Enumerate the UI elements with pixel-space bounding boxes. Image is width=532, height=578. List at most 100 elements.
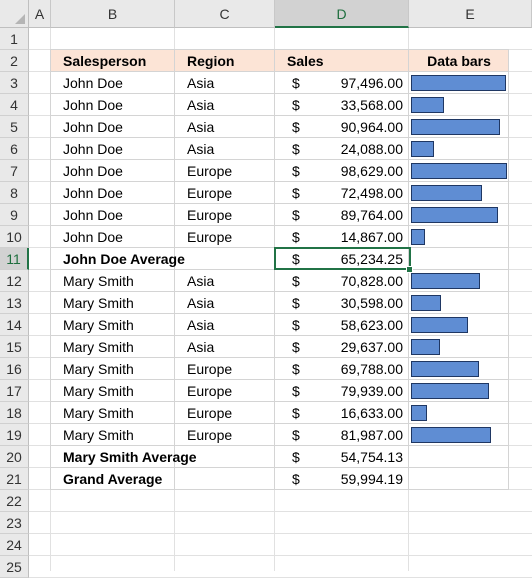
cell-salesperson[interactable]: Mary Smith Average bbox=[63, 449, 197, 465]
cell-salesperson[interactable]: John Doe bbox=[63, 141, 123, 157]
currency-symbol: $ bbox=[292, 75, 300, 91]
cell-sales[interactable]: 81,987.00 bbox=[340, 427, 403, 443]
cell-region[interactable]: Asia bbox=[187, 75, 215, 91]
cell-salesperson[interactable]: John Doe bbox=[63, 163, 123, 179]
currency-symbol: $ bbox=[292, 141, 300, 157]
column-header-a[interactable]: A bbox=[29, 0, 51, 28]
row-header-14[interactable]: 14 bbox=[0, 314, 29, 336]
cell-sales[interactable]: 65,234.25 bbox=[340, 251, 403, 267]
row-header-22[interactable]: 22 bbox=[0, 490, 29, 512]
row-header-5[interactable]: 5 bbox=[0, 116, 29, 138]
cell-region[interactable]: Europe bbox=[187, 361, 233, 377]
row-header-18[interactable]: 18 bbox=[0, 402, 29, 424]
cell-salesperson[interactable]: John Doe bbox=[63, 229, 123, 245]
cell-salesperson[interactable]: John Doe bbox=[63, 207, 123, 223]
cell-region[interactable]: Asia bbox=[187, 273, 215, 289]
cell-sales[interactable]: 33,568.00 bbox=[340, 97, 403, 113]
data-bar bbox=[411, 427, 491, 443]
row-header-15[interactable]: 15 bbox=[0, 336, 29, 358]
row-header-2[interactable]: 2 bbox=[0, 50, 29, 72]
table-border-horizontal bbox=[51, 115, 509, 116]
cell-salesperson[interactable]: Mary Smith bbox=[63, 405, 134, 421]
row-header-20[interactable]: 20 bbox=[0, 446, 29, 468]
cell-salesperson[interactable]: Mary Smith bbox=[63, 295, 134, 311]
select-all-corner[interactable] bbox=[0, 0, 29, 28]
cell-sales[interactable]: 89,764.00 bbox=[340, 207, 403, 223]
table-border-horizontal bbox=[51, 159, 509, 160]
cell-region[interactable]: Europe bbox=[187, 185, 233, 201]
cell-sales[interactable]: 59,994.19 bbox=[340, 471, 403, 487]
row-header-7[interactable]: 7 bbox=[0, 160, 29, 182]
cell-region[interactable]: Europe bbox=[187, 163, 233, 179]
fill-handle[interactable] bbox=[406, 266, 413, 273]
data-bar bbox=[411, 317, 468, 333]
cell-region[interactable]: Europe bbox=[187, 207, 233, 223]
cell-sales[interactable]: 14,867.00 bbox=[340, 229, 403, 245]
cell-region[interactable]: Asia bbox=[187, 141, 215, 157]
cell-sales[interactable]: 97,496.00 bbox=[340, 75, 403, 91]
cell-salesperson[interactable]: Mary Smith bbox=[63, 317, 134, 333]
cell-salesperson[interactable]: Grand Average bbox=[63, 471, 163, 487]
row-header-21[interactable]: 21 bbox=[0, 468, 29, 490]
cell-sales[interactable]: 98,629.00 bbox=[340, 163, 403, 179]
cell-region[interactable]: Asia bbox=[187, 295, 215, 311]
cell-salesperson[interactable]: John Doe bbox=[63, 97, 123, 113]
cell-sales[interactable]: 72,498.00 bbox=[340, 185, 403, 201]
cell-region[interactable]: Europe bbox=[187, 427, 233, 443]
column-header-e[interactable]: E bbox=[409, 0, 532, 28]
cell-sales[interactable]: 69,788.00 bbox=[340, 361, 403, 377]
row-header-24[interactable]: 24 bbox=[0, 534, 29, 556]
row-header-23[interactable]: 23 bbox=[0, 512, 29, 534]
row-header-25[interactable]: 25 bbox=[0, 556, 29, 578]
cell-region[interactable]: Europe bbox=[187, 405, 233, 421]
cell-sales[interactable]: 29,637.00 bbox=[340, 339, 403, 355]
data-bar bbox=[411, 141, 434, 157]
header-sales: Sales bbox=[287, 53, 324, 69]
cell-sales[interactable]: 54,754.13 bbox=[340, 449, 403, 465]
row-header-17[interactable]: 17 bbox=[0, 380, 29, 402]
row-header-6[interactable]: 6 bbox=[0, 138, 29, 160]
table-border-vertical bbox=[508, 49, 509, 490]
row-header-1[interactable]: 1 bbox=[0, 28, 29, 50]
cell-region[interactable]: Asia bbox=[187, 97, 215, 113]
row-header-19[interactable]: 19 bbox=[0, 424, 29, 446]
row-header-16[interactable]: 16 bbox=[0, 358, 29, 380]
row-header-8[interactable]: 8 bbox=[0, 182, 29, 204]
cell-salesperson[interactable]: John Doe bbox=[63, 119, 123, 135]
cell-region[interactable]: Europe bbox=[187, 383, 233, 399]
cell-salesperson[interactable]: John Doe Average bbox=[63, 251, 185, 267]
cell-salesperson[interactable]: Mary Smith bbox=[63, 383, 134, 399]
row-header-9[interactable]: 9 bbox=[0, 204, 29, 226]
cell-sales[interactable]: 70,828.00 bbox=[340, 273, 403, 289]
cell-sales[interactable]: 24,088.00 bbox=[340, 141, 403, 157]
row-header-12[interactable]: 12 bbox=[0, 270, 29, 292]
row-header-4[interactable]: 4 bbox=[0, 94, 29, 116]
cell-salesperson[interactable]: Mary Smith bbox=[63, 361, 134, 377]
cell-salesperson[interactable]: Mary Smith bbox=[63, 273, 134, 289]
row-header-11[interactable]: 11 bbox=[0, 248, 29, 270]
cell-salesperson[interactable]: John Doe bbox=[63, 75, 123, 91]
cell-region[interactable]: Asia bbox=[187, 119, 215, 135]
cell-sales[interactable]: 90,964.00 bbox=[340, 119, 403, 135]
column-header-b[interactable]: B bbox=[51, 0, 175, 28]
column-header-c[interactable]: C bbox=[175, 0, 275, 28]
row-header-13[interactable]: 13 bbox=[0, 292, 29, 314]
cell-sales[interactable]: 79,939.00 bbox=[340, 383, 403, 399]
cell-region[interactable]: Asia bbox=[187, 317, 215, 333]
cell-salesperson[interactable]: Mary Smith bbox=[63, 339, 134, 355]
currency-symbol: $ bbox=[292, 207, 300, 223]
column-header-d[interactable]: D bbox=[275, 0, 409, 28]
active-cell-selection[interactable] bbox=[274, 247, 411, 270]
row-header-10[interactable]: 10 bbox=[0, 226, 29, 248]
cell-salesperson[interactable]: Mary Smith bbox=[63, 427, 134, 443]
cell-region[interactable]: Europe bbox=[187, 229, 233, 245]
currency-symbol: $ bbox=[292, 361, 300, 377]
cell-salesperson[interactable]: John Doe bbox=[63, 185, 123, 201]
cell-sales[interactable]: 30,598.00 bbox=[340, 295, 403, 311]
currency-symbol: $ bbox=[292, 317, 300, 333]
cell-sales[interactable]: 58,623.00 bbox=[340, 317, 403, 333]
row-header-3[interactable]: 3 bbox=[0, 72, 29, 94]
cell-sales[interactable]: 16,633.00 bbox=[340, 405, 403, 421]
cell-region[interactable]: Asia bbox=[187, 339, 215, 355]
